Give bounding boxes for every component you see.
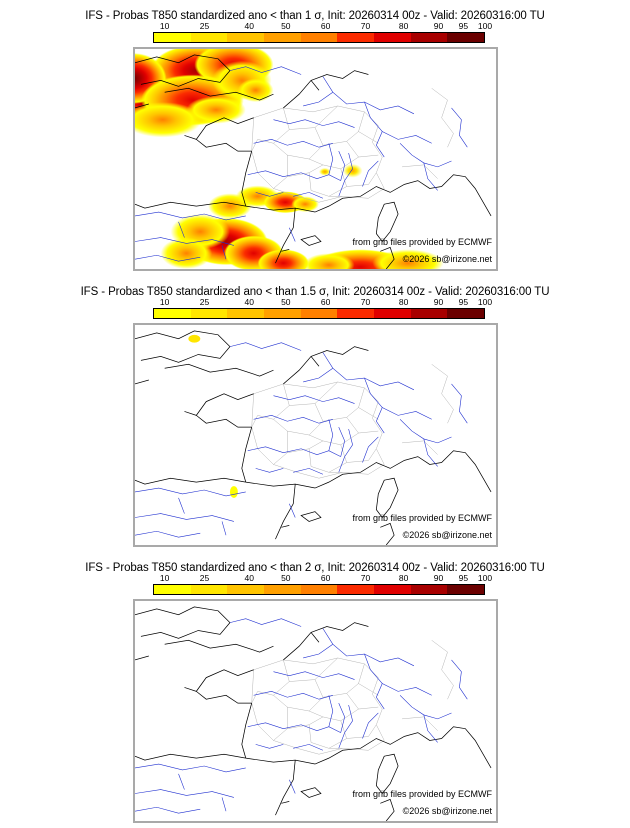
colorbar-tick: 95 — [458, 573, 469, 583]
map-panel-2[interactable]: from grib files provided by ECMWF ©2026 … — [133, 323, 498, 547]
colorbar-tick: 50 — [281, 21, 291, 31]
colorbar-segment — [154, 309, 191, 318]
colorbar-tick: 90 — [433, 21, 444, 31]
colorbar-tick: 40 — [244, 297, 254, 307]
admin-boundaries-1 — [251, 88, 454, 203]
colorbar-segment — [447, 309, 485, 318]
colorbar-tick: 25 — [199, 21, 210, 31]
colorbar-segment — [337, 309, 375, 318]
colorbar-gradient-3 — [153, 584, 485, 595]
colorbar-segment — [227, 309, 265, 318]
colorbar-tick: 70 — [360, 297, 371, 307]
colorbar-tick: 40 — [244, 573, 254, 583]
colorbar-segment — [337, 585, 375, 594]
colorbar-segment — [190, 309, 228, 318]
admin-boundaries-3 — [251, 640, 454, 755]
colorbar-tick: 10 — [159, 297, 170, 307]
colorbar-tick: 25 — [199, 297, 210, 307]
rivers-1 — [135, 66, 468, 262]
colorbar-segment — [300, 309, 338, 318]
panel-title-2: IFS - Probas T850 standardized ano < tha… — [80, 286, 550, 298]
attribution-source-3: from grib files provided by ECMWF — [352, 789, 492, 799]
colorbar-tick: 60 — [320, 297, 331, 307]
map-canvas-2: from grib files provided by ECMWF ©2026 … — [135, 325, 496, 545]
colorbar-tick: 70 — [360, 21, 371, 31]
rivers-2 — [135, 342, 468, 538]
colorbar-segment — [374, 309, 411, 318]
colorbar-tick: 95 — [458, 21, 469, 31]
colorbar-segment — [410, 33, 448, 42]
colorbar-segment — [337, 33, 375, 42]
colorbar-1: 10 25 40 50 60 70 80 90 95 100 — [153, 21, 492, 43]
colorbar-tick: 40 — [244, 21, 254, 31]
colorbar-tick: 60 — [320, 21, 331, 31]
colorbar-tick: 10 — [159, 21, 170, 31]
map-canvas-3: from grib files provided by ECMWF ©2026 … — [135, 601, 496, 821]
colorbar-segment — [300, 585, 338, 594]
coastlines-3 — [135, 606, 492, 821]
colorbar-tick: 80 — [398, 573, 409, 583]
map-canvas-1: from grib files provided by ECMWF ©2026 … — [135, 49, 496, 269]
colorbar-segment — [264, 585, 301, 594]
colorbar-segment — [190, 585, 228, 594]
coastlines-1 — [135, 54, 492, 269]
attribution-copyright-3: ©2026 sb@irizone.net — [402, 806, 492, 816]
forecast-panel-2: IFS - Probas T850 standardized ano < tha… — [0, 276, 630, 552]
colorbar-tick: 90 — [433, 573, 444, 583]
map-panel-3[interactable]: from grib files provided by ECMWF ©2026 … — [133, 599, 498, 823]
colorbar-tick: 100 — [477, 573, 493, 583]
colorbar-ticks-3: 10 25 40 50 60 70 80 90 95 100 — [153, 573, 492, 584]
attribution-source-1: from grib files provided by ECMWF — [352, 237, 492, 247]
rivers-3 — [135, 618, 468, 814]
colorbar-tick: 70 — [360, 573, 371, 583]
colorbar-segment — [227, 585, 265, 594]
panel-title-3: IFS - Probas T850 standardized ano < tha… — [85, 562, 545, 574]
colorbar-3: 10 25 40 50 60 70 80 90 95 100 — [153, 573, 492, 595]
colorbar-segment — [447, 33, 485, 42]
colorbar-ticks-2: 10 25 40 50 60 70 80 90 95 100 — [153, 297, 492, 308]
colorbar-segment — [374, 33, 411, 42]
colorbar-segment — [300, 33, 338, 42]
map-panel-1[interactable]: from grib files provided by ECMWF ©2026 … — [133, 47, 498, 271]
colorbar-tick: 80 — [398, 297, 409, 307]
colorbar-tick: 100 — [477, 297, 493, 307]
admin-boundaries-2 — [251, 364, 454, 479]
map-graphic-1 — [135, 49, 492, 269]
probability-shading-1 — [135, 49, 444, 269]
colorbar-segment — [227, 33, 265, 42]
colorbar-segment — [154, 33, 191, 42]
colorbar-ticks-1: 10 25 40 50 60 70 80 90 95 100 — [153, 21, 492, 32]
colorbar-tick: 60 — [320, 573, 331, 583]
colorbar-segment — [264, 33, 301, 42]
panel-title-1: IFS - Probas T850 standardized ano < tha… — [85, 10, 545, 22]
colorbar-tick: 50 — [281, 573, 291, 583]
colorbar-tick: 90 — [433, 297, 444, 307]
forecast-panel-3: IFS - Probas T850 standardized ano < tha… — [0, 552, 630, 828]
colorbar-gradient-2 — [153, 308, 485, 319]
colorbar-segment — [447, 585, 485, 594]
colorbar-segment — [264, 309, 301, 318]
colorbar-tick: 10 — [159, 573, 170, 583]
map-graphic-3 — [135, 606, 492, 821]
colorbar-tick: 100 — [477, 21, 493, 31]
attribution-source-2: from grib files provided by ECMWF — [352, 513, 492, 523]
map-graphic-2 — [135, 330, 492, 545]
colorbar-tick: 80 — [398, 21, 409, 31]
colorbar-segment — [190, 33, 228, 42]
colorbar-segment — [374, 585, 411, 594]
probability-shading-2 — [188, 334, 238, 498]
colorbar-tick: 50 — [281, 297, 291, 307]
attribution-copyright-1: ©2026 sb@irizone.net — [402, 254, 492, 264]
colorbar-segment — [154, 585, 191, 594]
colorbar-segment — [410, 309, 448, 318]
colorbar-gradient-1 — [153, 32, 485, 43]
colorbar-tick: 25 — [199, 573, 210, 583]
colorbar-2: 10 25 40 50 60 70 80 90 95 100 — [153, 297, 492, 319]
colorbar-tick: 95 — [458, 297, 469, 307]
forecast-panel-1: IFS - Probas T850 standardized ano < tha… — [0, 0, 630, 276]
attribution-copyright-2: ©2026 sb@irizone.net — [402, 530, 492, 540]
colorbar-segment — [410, 585, 448, 594]
